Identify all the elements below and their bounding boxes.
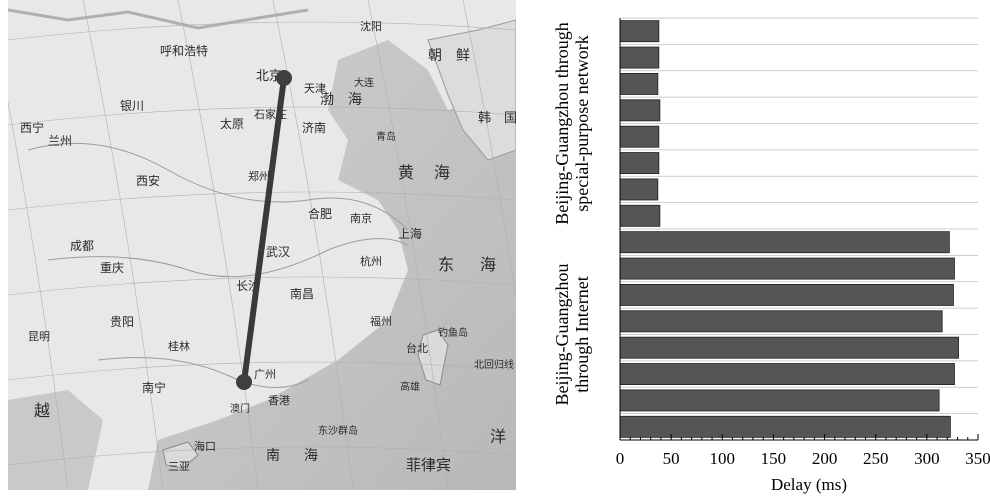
x-tick-label: 150 xyxy=(761,449,787,468)
map-label-xining: 西宁 xyxy=(20,120,44,135)
map-label-taibei: 台北 xyxy=(406,341,428,355)
map-label-hongkong: 香港 xyxy=(268,394,290,407)
map-label-nanjing: 南京 xyxy=(350,211,372,225)
map-label-wuhan: 武汉 xyxy=(266,245,290,259)
map-label-xian: 西安 xyxy=(136,173,160,188)
bar xyxy=(620,284,953,305)
map-label-sanya: 三亚 xyxy=(168,460,190,473)
bar xyxy=(620,47,659,68)
map-label-diaoyudao: 钓鱼岛 xyxy=(438,326,468,339)
map-label-shanghai: 上海 xyxy=(398,226,422,241)
map-label-chaoxian: 朝 鲜 xyxy=(428,48,470,64)
map-label-hefei: 合肥 xyxy=(308,206,332,221)
map-label-nanhai: 南 xyxy=(266,448,280,464)
map-label-zhengzhou: 郑州 xyxy=(248,169,270,183)
beijing-marker xyxy=(276,70,292,86)
bar xyxy=(620,21,659,42)
x-tick-label: 200 xyxy=(812,449,838,468)
delay-chart: 0 50 100 150 200 250 300 350 Delay (ms) Beijing-G… xyxy=(540,0,990,496)
bar xyxy=(620,179,658,200)
map-label-donghai2: 海 xyxy=(480,255,496,274)
map-label-huanghai2: 海 xyxy=(434,163,450,182)
map-label-nanchang: 南昌 xyxy=(290,286,314,301)
map-label-nanning: 南宁 xyxy=(142,380,166,395)
x-tick-label: 50 xyxy=(663,449,680,468)
map-label-fuzhou: 福州 xyxy=(370,314,392,328)
bar xyxy=(620,311,942,332)
map-label-chengdu: 成都 xyxy=(70,239,94,253)
map-label-dongsha: 东沙群岛 xyxy=(318,424,358,437)
map-label-jinan: 济南 xyxy=(302,120,326,135)
map-label-qingdao: 青岛 xyxy=(376,130,396,143)
map-label-yang: 洋 xyxy=(490,427,506,446)
group-label: Beijing-Guangzhou through xyxy=(552,22,572,224)
map-label-dalian: 大连 xyxy=(354,76,374,89)
map-label-haikou: 海口 xyxy=(194,439,216,453)
map-label-huanghai: 黄 xyxy=(398,163,414,182)
china-map: 北京 天津 沈阳 呼和浩特 银川 西宁 兰州 太原 石家庄 济南 西安 郑州 合肥 南京 上海 武汉 杭州 成都重… xyxy=(8,0,516,490)
group-label: through Internet xyxy=(572,276,592,392)
map-label-yue: 越 xyxy=(34,401,50,420)
map-label-guilin: 桂林 xyxy=(168,339,190,353)
map-label-chongqing: 重庆 xyxy=(100,261,124,275)
map-label-bohai: 渤 xyxy=(320,92,334,108)
map-label-yinchuan: 银川 xyxy=(120,99,144,113)
map-label-hanguo: 韩 国 xyxy=(478,111,516,126)
bar xyxy=(620,390,939,411)
guangzhou-marker xyxy=(236,374,252,390)
bar xyxy=(620,153,659,174)
map-label-shenyang: 沈阳 xyxy=(360,19,382,33)
map-label-kunming: 昆明 xyxy=(28,330,50,343)
map-label-gaoxiong: 高雄 xyxy=(400,380,420,393)
map-label-hangzhou: 杭州 xyxy=(360,254,382,268)
bar xyxy=(620,100,660,121)
map-label-beihuigui: 北回归线 xyxy=(474,358,514,371)
bar xyxy=(620,73,658,94)
bar xyxy=(620,364,954,385)
chart-canvas: 0 50 100 150 200 250 300 350 Delay (ms) Beijing-G… xyxy=(540,0,990,496)
bar xyxy=(620,416,950,437)
x-tick-label: 250 xyxy=(863,449,889,468)
map-label-guangzhou: 广州 xyxy=(254,368,276,381)
bar xyxy=(620,232,949,253)
group-label: special-purpose network xyxy=(572,35,592,211)
map-label-nanhai2: 海 xyxy=(304,448,318,464)
bar xyxy=(620,337,959,358)
bar xyxy=(620,126,659,147)
x-tick-label: 300 xyxy=(914,449,940,468)
bar xyxy=(620,205,660,226)
map-label-huhehaote: 呼和浩特 xyxy=(160,43,208,58)
map-label-macau: 澳门 xyxy=(230,402,250,415)
map-label-bohai2: 海 xyxy=(348,92,362,108)
x-axis-label: Delay (ms) xyxy=(771,475,847,494)
map-label-guiyang: 贵阳 xyxy=(110,315,134,329)
map-label-donghai: 东 xyxy=(438,255,454,274)
x-tick-label: 0 xyxy=(616,449,625,468)
x-tick-label: 350 xyxy=(965,449,990,468)
map-label-taiyuan: 太原 xyxy=(220,116,244,131)
map-label-feilvbin: 菲律宾 xyxy=(406,456,451,474)
bar xyxy=(620,258,954,279)
map-label-lanzhou: 兰州 xyxy=(48,134,72,148)
group-label: Beijing-Guangzhou xyxy=(552,264,572,406)
x-tick-label: 100 xyxy=(710,449,736,468)
